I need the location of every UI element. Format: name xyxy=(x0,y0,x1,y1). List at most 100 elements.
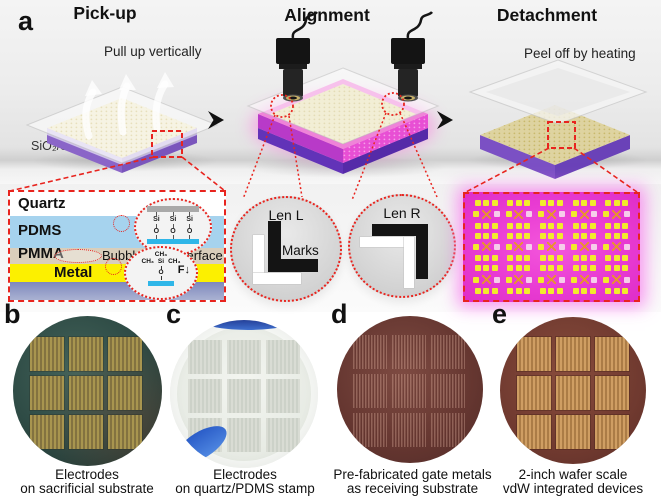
si-o-bond-magnifier: Si O Si O Si O xyxy=(134,198,212,256)
device-unit xyxy=(570,232,599,262)
wafer-b-die-grid xyxy=(30,337,142,449)
white-r-mark xyxy=(360,237,414,247)
white-l-mark xyxy=(253,273,301,284)
die-block xyxy=(353,335,387,369)
die-block xyxy=(69,376,103,410)
white-r-mark xyxy=(404,237,414,288)
camera-left-icon xyxy=(276,11,318,102)
si-o-structure: Si O Si O Si O xyxy=(136,206,210,245)
metal-label: Metal xyxy=(54,264,93,281)
die-block xyxy=(108,337,142,371)
marks-label: Marks xyxy=(282,243,319,258)
white-l-mark xyxy=(253,235,264,284)
len-l-inset: Len L Marks xyxy=(230,196,342,302)
die-block xyxy=(227,379,261,413)
die-block xyxy=(227,340,261,374)
device-array xyxy=(463,192,640,302)
die-block xyxy=(595,337,629,371)
die-block xyxy=(392,413,426,447)
ch3-force-magnifier: CH₃ CH₃ Si CH₃ O F↓ xyxy=(124,246,198,300)
panel-c-label: c xyxy=(166,299,182,329)
die-block xyxy=(108,376,142,410)
device-unit xyxy=(602,265,631,294)
panel-e-label: e xyxy=(492,299,508,329)
die-block xyxy=(227,418,261,452)
die-block xyxy=(392,335,426,369)
die-block xyxy=(556,415,590,449)
panel-b-label: b xyxy=(4,299,21,329)
detach-stamp-core xyxy=(486,68,630,116)
len-l-label: Len L xyxy=(268,207,304,223)
die-block xyxy=(266,340,300,374)
ch3-structure: CH₃ CH₃ Si CH₃ O xyxy=(126,251,196,287)
detachment-scene xyxy=(468,59,648,179)
device-unit xyxy=(505,200,534,229)
die-block xyxy=(431,413,465,447)
die-block xyxy=(188,340,222,374)
force-label: F↓ xyxy=(177,264,190,276)
device-unit xyxy=(537,232,566,262)
stack-inset: Quartz PDMS PMMA Metal Bubble-free inter… xyxy=(8,190,226,302)
die-block xyxy=(30,376,64,410)
wafer-d-die-grid xyxy=(353,335,465,447)
die-block xyxy=(431,335,465,369)
die-block xyxy=(517,376,551,410)
die-block xyxy=(595,376,629,410)
device-unit xyxy=(570,200,599,229)
magnifier-dot-bottom xyxy=(105,258,122,275)
caption-d: Pre-fabricated gate metals as receiving s… xyxy=(333,467,492,496)
die-block xyxy=(266,418,300,452)
pmma-label: PMMA xyxy=(18,245,64,262)
die-block xyxy=(431,374,465,408)
die-block xyxy=(595,415,629,449)
die-block xyxy=(392,374,426,408)
device-unit xyxy=(537,200,566,229)
device-unit xyxy=(602,200,631,229)
die-block xyxy=(556,376,590,410)
wafer-photo-c xyxy=(170,320,318,468)
pickup-note: Pull up vertically xyxy=(104,44,202,59)
panel-d-label: d xyxy=(331,299,348,329)
black-r-mark xyxy=(372,224,428,236)
device-unit xyxy=(472,232,501,262)
die-block xyxy=(30,337,64,371)
device-unit xyxy=(472,200,501,229)
wafer-e-die-grid xyxy=(517,337,629,449)
device-unit xyxy=(570,265,599,294)
pickup-scene xyxy=(25,72,219,173)
pmma-surface-bar xyxy=(148,281,174,287)
device-unit xyxy=(602,232,631,262)
caption-c: Electrodes on quartz/PDMS stamp xyxy=(175,467,315,496)
alignment-scene xyxy=(246,11,440,174)
caption-b: Electrodes on sacrificial substrate xyxy=(20,467,154,496)
die-block xyxy=(353,413,387,447)
die-block xyxy=(556,337,590,371)
die-block xyxy=(30,415,64,449)
die-block xyxy=(188,379,222,413)
len-r-label: Len R xyxy=(383,205,421,221)
die-block xyxy=(69,415,103,449)
pull-up-arrowheads-icon xyxy=(85,72,174,96)
wafer-c-blue-patch-top xyxy=(206,320,290,330)
die-block xyxy=(108,415,142,449)
arrow-right-icon xyxy=(208,111,224,129)
wafer-photo-b xyxy=(13,316,162,466)
die-block xyxy=(517,337,551,371)
pdms-surface-bar xyxy=(147,239,199,245)
step-title-detachment: Detachment xyxy=(496,5,598,25)
black-l-mark xyxy=(268,259,318,272)
quartz-label: Quartz xyxy=(18,195,66,212)
wafer-photo-e xyxy=(500,317,646,464)
magnifier-dot-top xyxy=(113,215,130,232)
step-title-pickup: Pick-up xyxy=(73,3,137,23)
device-unit xyxy=(472,265,501,294)
black-r-mark xyxy=(416,224,428,279)
quartz-surface-bar xyxy=(147,206,199,212)
wafer-photo-d xyxy=(337,316,483,463)
die-block xyxy=(353,374,387,408)
panel-a-label: a xyxy=(18,6,34,36)
die-block xyxy=(266,379,300,413)
pdms-label: PDMS xyxy=(18,222,62,239)
caption-e: 2-inch wafer scale vdW integrated devices xyxy=(502,467,644,496)
